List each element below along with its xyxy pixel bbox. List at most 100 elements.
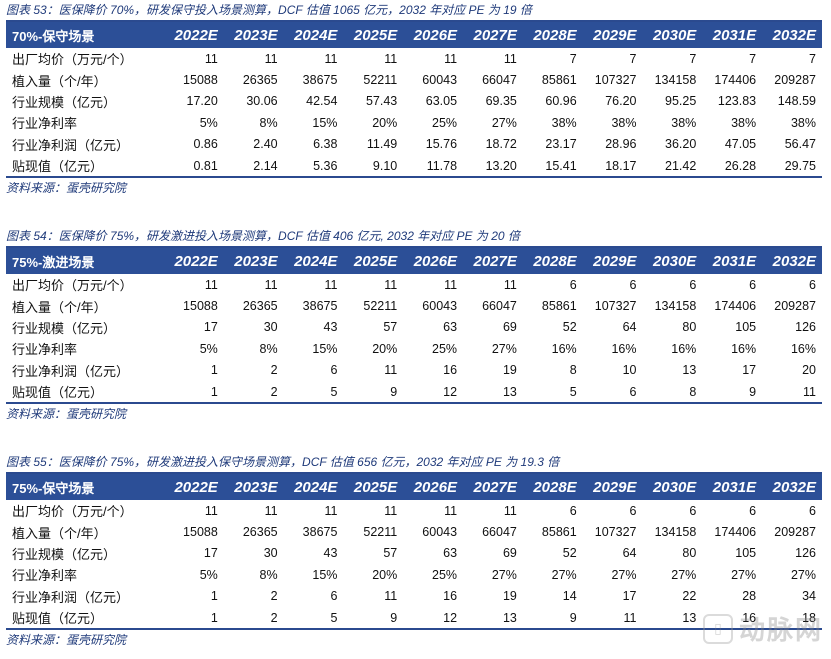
table-cell: 28 bbox=[742, 589, 757, 604]
table-cell: 80 bbox=[682, 320, 697, 335]
table-cell: 15088 bbox=[183, 525, 218, 540]
table-cell: 63 bbox=[443, 546, 458, 561]
table-cell: 16 bbox=[443, 589, 458, 604]
table-cell: 126 bbox=[795, 546, 816, 561]
row-label: 贴现值（亿元） bbox=[6, 606, 164, 631]
table-cell: 19 bbox=[502, 363, 517, 378]
header-row: 70%-保守场景 2022E 2023E 2024E 2025E 2026E 2027E 20… bbox=[6, 22, 822, 48]
table-cell: 7 bbox=[809, 51, 816, 66]
table-cell: 6 bbox=[749, 503, 757, 518]
table-cell: 11.78 bbox=[403, 154, 464, 179]
table-cell: 5 bbox=[522, 380, 583, 405]
table-cell: 66047 bbox=[482, 525, 517, 540]
data-table: 75%-激进场景 2022E 2023E 2024E 2025E 2026E 2027E 20… bbox=[6, 248, 822, 405]
row-label: 出厂均价（万元/个） bbox=[12, 504, 133, 520]
year-header: 2022E bbox=[164, 474, 224, 500]
table-cell: 5.36 bbox=[283, 154, 344, 179]
table-cell: 1 bbox=[164, 380, 224, 405]
table-cell: 26365 bbox=[242, 525, 278, 540]
table-cell: 30 bbox=[263, 546, 278, 561]
table-row: 行业规模（亿元） 17 30 43 57 63 69 52 64 80 105 126 bbox=[6, 317, 822, 338]
year-header: 2023E bbox=[223, 22, 284, 48]
table-cell: 8 bbox=[642, 380, 703, 405]
row-label: 行业净利润（亿元） bbox=[12, 589, 130, 605]
table-cell: 9 bbox=[522, 606, 583, 631]
table-cell: 11 bbox=[264, 503, 278, 518]
table-cell: 13 bbox=[463, 380, 523, 405]
table-cell: 11 bbox=[503, 51, 517, 66]
table-cell: 174406 bbox=[714, 525, 757, 540]
table-cell: 105 bbox=[735, 546, 757, 561]
table-cell: 28.96 bbox=[605, 137, 637, 152]
table-cell: 2 bbox=[270, 363, 278, 378]
table-cell: 64 bbox=[622, 546, 637, 561]
table-cell: 11 bbox=[324, 51, 338, 66]
table-cell: 38% bbox=[731, 115, 757, 130]
row-label: 出厂均价（万元/个） bbox=[12, 52, 133, 68]
table-cell: 5% bbox=[199, 567, 218, 582]
table-cell: 38675 bbox=[302, 73, 338, 88]
year-header: 2030E bbox=[642, 22, 703, 48]
table-cell: 80 bbox=[682, 546, 697, 561]
table-cell: 20 bbox=[802, 363, 816, 378]
data-table: 70%-保守场景 2022E 2023E 2024E 2025E 2026E 2027E 20… bbox=[6, 22, 822, 179]
table-cell: 1 bbox=[210, 589, 218, 604]
table-row: 行业净利率 5% 8% 15% 20% 25% 27% 16% 16% 16% 16% 16% bbox=[6, 338, 822, 359]
table-cell: 11 bbox=[384, 503, 398, 518]
table-cell: 11 bbox=[324, 503, 338, 518]
table-cell: 26365 bbox=[242, 299, 278, 314]
table-cell: 14 bbox=[562, 589, 577, 604]
table-cell: 76.20 bbox=[605, 94, 637, 109]
table-cell: 22 bbox=[682, 589, 697, 604]
table-cell: 69 bbox=[502, 320, 517, 335]
table-cell: 2.14 bbox=[223, 154, 284, 179]
table-cell: 52211 bbox=[363, 73, 398, 88]
table-cell: 2 bbox=[223, 380, 284, 405]
year-header: 2028E bbox=[522, 22, 583, 48]
table-cell: 27% bbox=[790, 567, 816, 582]
table-cell: 27% bbox=[491, 567, 517, 582]
table-cell: 20% bbox=[372, 567, 398, 582]
table-cell: 30 bbox=[263, 320, 278, 335]
table-cell: 9 bbox=[343, 380, 404, 405]
row-label: 行业规模（亿元） bbox=[12, 320, 117, 336]
table-cell: 19 bbox=[502, 589, 517, 604]
table-cell: 56.47 bbox=[784, 137, 816, 152]
table-cell: 7 bbox=[749, 51, 757, 66]
year-header: 2026E bbox=[403, 22, 464, 48]
table-cell: 60.96 bbox=[545, 94, 577, 109]
table-cell: 42.54 bbox=[306, 94, 338, 109]
source-note: 资料来源：蛋壳研究院 bbox=[6, 407, 127, 422]
table-cell: 25% bbox=[432, 341, 458, 356]
year-header: 2032E bbox=[762, 22, 822, 48]
table-cell: 13 bbox=[642, 606, 703, 631]
year-header: 2023E bbox=[223, 474, 284, 500]
table-cell: 6 bbox=[689, 503, 697, 518]
table-cell: 15088 bbox=[183, 73, 218, 88]
table-cell: 8% bbox=[259, 341, 278, 356]
year-header: 2028E bbox=[522, 248, 583, 274]
row-label: 行业净利率 bbox=[12, 568, 78, 584]
table-cell: 27% bbox=[491, 115, 517, 130]
table-cell: 64 bbox=[622, 320, 637, 335]
table-cell: 2.40 bbox=[253, 137, 278, 152]
table-cell: 29.75 bbox=[762, 154, 822, 179]
table-cell: 6 bbox=[749, 277, 757, 292]
year-header: 2024E bbox=[283, 22, 344, 48]
table-block-3: 图表 55：医保降价 75%，研发激进投入保守场景测算，DCF 估值 656 亿… bbox=[6, 452, 822, 650]
table-cell: 85861 bbox=[541, 299, 577, 314]
table-cell: 209287 bbox=[774, 73, 816, 88]
table-cell: 20% bbox=[372, 115, 398, 130]
table-cell: 21.42 bbox=[642, 154, 703, 179]
table-cell: 11 bbox=[384, 589, 398, 604]
table-cell: 11 bbox=[444, 51, 458, 66]
table-cell: 12 bbox=[403, 606, 464, 631]
table-cell: 11 bbox=[384, 51, 398, 66]
table-cell: 85861 bbox=[541, 73, 577, 88]
year-header: 2028E bbox=[522, 474, 583, 500]
table-cell: 134158 bbox=[654, 525, 697, 540]
table-cell: 16% bbox=[611, 341, 637, 356]
table-caption: 图表 54：医保降价 75%，研发激进投入场景测算，DCF 估值 406 亿元,… bbox=[6, 226, 822, 248]
table-cell: 17.20 bbox=[186, 94, 218, 109]
table-cell: 6 bbox=[809, 503, 816, 518]
